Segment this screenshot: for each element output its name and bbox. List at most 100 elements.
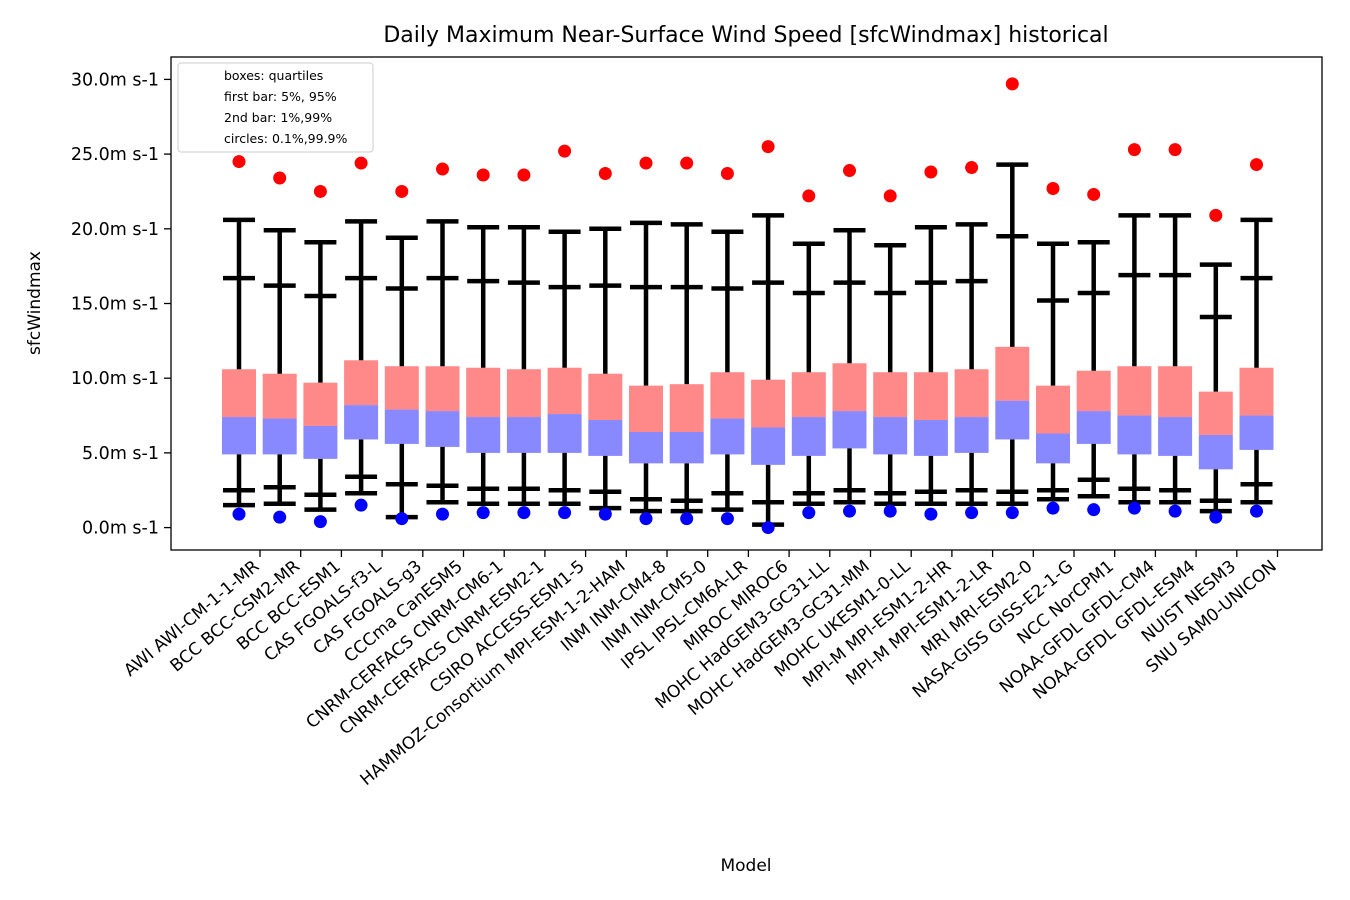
p99-9-circle (395, 184, 409, 198)
lower-quartile-box (384, 409, 419, 444)
p99-9-circle (1209, 208, 1223, 222)
p0-1-circle (273, 510, 287, 524)
p99-9-circle (313, 184, 327, 198)
lower-quartile-box (791, 417, 826, 456)
p99-9-circle (680, 156, 694, 170)
lower-quartile-box (1036, 433, 1070, 464)
p99-9-circle (1087, 187, 1101, 201)
p0-1-circle (1005, 506, 1019, 520)
upper-quartile-box (832, 363, 867, 412)
p99-9-circle (354, 156, 368, 170)
upper-quartile-box (303, 382, 338, 427)
legend-entry: first bar: 5%, 95% (224, 89, 337, 104)
p0-1-circle (598, 507, 612, 521)
upper-quartile-box (506, 369, 541, 418)
p0-1-circle (720, 512, 734, 526)
upper-quartile-box (384, 366, 419, 410)
lower-quartile-box (303, 426, 338, 459)
lower-quartile-box (913, 420, 948, 456)
p99-9-circle (1046, 181, 1060, 195)
p99-9-circle (924, 165, 938, 179)
p99-9-circle (1250, 158, 1263, 172)
p99-9-circle (558, 144, 572, 158)
lower-quartile-box (344, 405, 379, 440)
upper-quartile-box (751, 379, 786, 428)
plot-area: 0.0m s-1 5.0m s-1 10.0m s-1 15.0m s-1 20.0m … (71, 56, 1323, 790)
y-tick-label: 5.0m s-1 (82, 444, 159, 464)
y-tick-label: 25.0m s-1 (71, 145, 159, 165)
upper-quartile-box (669, 384, 704, 432)
upper-quartile-box (466, 367, 501, 418)
upper-quartile-box (588, 373, 623, 421)
p0-1-circle (232, 507, 246, 521)
p99-9-circle (598, 167, 612, 181)
upper-quartile-box (710, 372, 745, 419)
lower-quartile-box (506, 417, 541, 453)
upper-quartile-box (1198, 391, 1233, 435)
upper-quartile-box (1158, 366, 1193, 418)
p99-9-circle (802, 189, 816, 203)
lower-quartile-box (629, 431, 663, 464)
p0-1-circle (1087, 503, 1101, 517)
lower-quartile-box (547, 414, 582, 453)
p0-1-circle (761, 521, 775, 535)
upper-quartile-box (791, 372, 826, 418)
lower-quartile-box (1239, 415, 1274, 450)
lower-quartile-box (1198, 434, 1233, 470)
p0-1-circle (802, 506, 816, 520)
p99-9-circle (761, 140, 775, 154)
p0-1-circle (1046, 501, 1060, 515)
p0-1-circle (476, 506, 490, 520)
lower-quartile-box (669, 431, 704, 464)
upper-quartile-box (1076, 370, 1111, 412)
p0-1-circle (639, 512, 653, 526)
lower-quartile-box (832, 411, 867, 449)
lower-quartile-box (710, 418, 745, 455)
p99-9-circle (843, 164, 856, 178)
lower-quartile-box (466, 417, 501, 453)
p99-9-circle (1168, 143, 1182, 157)
lower-quartile-box (954, 417, 989, 453)
lower-quartile-box (588, 420, 623, 456)
p99-9-circle (720, 167, 734, 181)
upper-quartile-box (873, 372, 908, 418)
p0-1-circle (680, 512, 694, 526)
upper-quartile-box (344, 360, 379, 406)
upper-quartile-box (995, 346, 1030, 401)
p99-9-circle (273, 171, 287, 185)
p99-9-circle (965, 161, 979, 175)
upper-quartile-box (222, 369, 256, 418)
legend-entry: circles: 0.1%,99.9% (224, 131, 348, 146)
p0-1-circle (1250, 504, 1263, 518)
p0-1-circle (1209, 510, 1223, 524)
legend: boxes: quartiles first bar: 5%, 95% 2nd … (177, 62, 374, 153)
lower-quartile-box (873, 417, 908, 455)
y-tick-label: 10.0m s-1 (71, 369, 159, 389)
p0-1-circle (395, 512, 409, 526)
p0-1-circle (436, 507, 449, 521)
p0-1-circle (1127, 501, 1141, 515)
y-tick-label: 30.0m s-1 (71, 70, 159, 90)
legend-entry: 2nd bar: 1%,99% (224, 110, 332, 125)
lower-quartile-box (222, 417, 256, 455)
upper-quartile-box (954, 369, 989, 418)
upper-quartile-box (425, 366, 460, 412)
p0-1-circle (517, 506, 531, 520)
lower-quartile-box (425, 411, 460, 447)
lower-quartile-box (1158, 417, 1193, 456)
y-tick-label: 0.0m s-1 (82, 519, 159, 539)
chart-title: Daily Maximum Near-Surface Wind Speed [s… (383, 23, 1108, 48)
legend-frame (177, 62, 374, 153)
p0-1-circle (1168, 504, 1182, 518)
legend-entry: boxes: quartiles (224, 68, 323, 83)
p0-1-circle (965, 506, 979, 520)
p0-1-circle (354, 498, 368, 512)
upper-quartile-box (1239, 367, 1274, 416)
p99-9-circle (1127, 143, 1141, 157)
lower-quartile-box (995, 400, 1030, 440)
upper-quartile-box (1117, 366, 1152, 416)
upper-quartile-box (913, 372, 948, 421)
p0-1-circle (924, 507, 938, 521)
x-axis-label: Model (720, 856, 771, 876)
